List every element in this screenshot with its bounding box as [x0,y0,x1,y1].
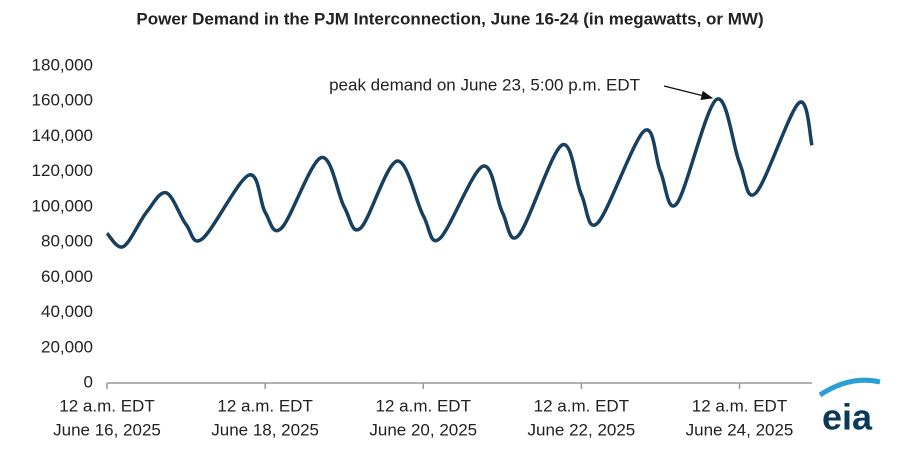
x-tick-label: 12 a.m. EDT [534,396,629,415]
x-tick-label: 12 a.m. EDT [376,396,471,415]
annotation-arrow [663,85,714,101]
x-tick-label: 12 a.m. EDT [692,396,787,415]
logo: eia [822,397,873,438]
x-tick-label: June 16, 2025 [53,420,161,439]
y-tick-label: 0 [84,372,93,391]
y-tick-label: 120,000 [32,161,93,180]
y-tick-label: 80,000 [41,232,93,251]
chart-title: Power Demand in the PJM Interconnection,… [136,9,763,28]
y-tick-label: 60,000 [41,267,93,286]
x-tick-label: June 22, 2025 [528,420,636,439]
y-tick-label: 140,000 [32,126,93,145]
y-tick-label: 100,000 [32,196,93,215]
series-line [105,97,814,249]
x-tick-label: 12 a.m. EDT [217,396,312,415]
logo-swoosh [818,377,881,398]
y-tick-label: 180,000 [32,55,93,74]
y-tick-label: 160,000 [32,91,93,110]
x-tick-label: June 20, 2025 [369,420,477,439]
x-tick-label: June 24, 2025 [686,420,794,439]
y-tick-label: 20,000 [41,337,93,356]
x-tick-label: 12 a.m. EDT [59,396,154,415]
annotation: peak demand on June 23, 5:00 p.m. EDT [329,75,640,94]
y-tick-label: 40,000 [41,302,93,321]
x-tick-label: June 18, 2025 [211,420,319,439]
